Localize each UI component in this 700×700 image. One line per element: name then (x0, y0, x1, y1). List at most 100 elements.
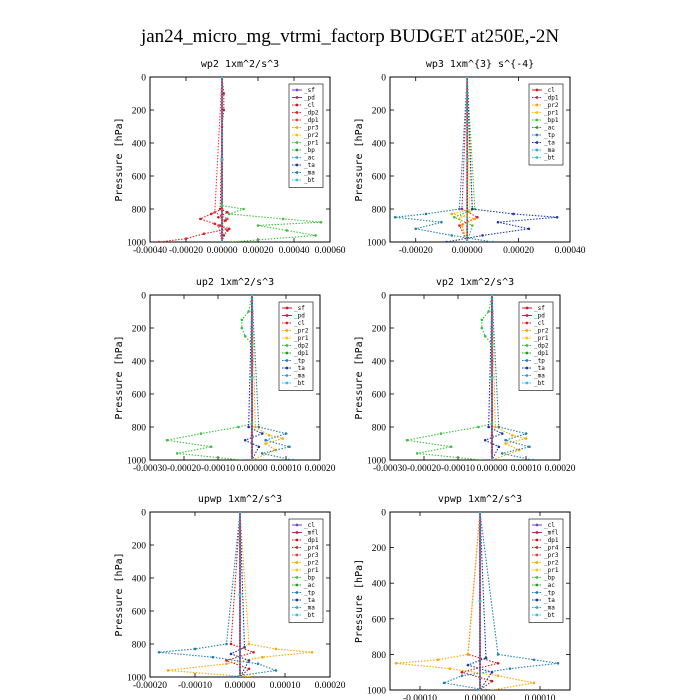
legend-label: _bt (544, 155, 555, 162)
legend-label: _ta (304, 162, 315, 169)
series-point-pr2 (511, 433, 514, 437)
series-point-dp2 (240, 318, 244, 322)
legend-marker (525, 306, 529, 310)
legend-label: _dp2 (534, 343, 549, 350)
series-point-bt (478, 688, 482, 690)
legend-label: _dp1 (304, 537, 319, 544)
legend-label: _pr1 (544, 110, 559, 117)
legend-box (288, 83, 324, 188)
series-point-tp (500, 452, 504, 455)
legend-marker (295, 111, 299, 114)
x-tick-label: 0.00010 (270, 681, 301, 691)
series-point-tp (424, 212, 428, 216)
x-tick-label: 0.00020 (315, 681, 346, 691)
series-group (405, 295, 535, 460)
legend-label: _sf (304, 87, 315, 94)
x-tick-label: 0.00040 (555, 246, 586, 256)
series-point-dp1 (476, 215, 479, 219)
x-tick-label: -0.00030 (373, 464, 407, 474)
legend-label: _tp (294, 358, 305, 365)
x-tick-label: -0.00030 (133, 464, 167, 474)
legend-label: _ta (294, 365, 305, 372)
legend-marker (535, 148, 539, 152)
legend-marker (295, 538, 299, 542)
legend-marker (295, 103, 299, 107)
legend-marker (535, 103, 539, 107)
legend-label: _mfl (544, 530, 559, 537)
series-point-dp2 (477, 425, 480, 429)
series-point-ta (484, 656, 488, 660)
legend-label: _pr3 (304, 552, 319, 559)
legend-label: _pr2 (544, 560, 559, 567)
x-tick-label: -0.00020 (167, 464, 201, 474)
legend-label: _bt (294, 380, 305, 387)
series-point-tp (496, 653, 500, 656)
y-tick-label: 1000 (127, 239, 146, 249)
y-tick-label: 0 (381, 509, 386, 519)
series-point-tp (484, 688, 488, 690)
series-point-tp (497, 425, 501, 429)
legend-label: _pr2 (304, 132, 319, 139)
legend-label: _pd (534, 313, 545, 320)
legend-label: _dp2 (304, 110, 319, 117)
legend-marker (535, 568, 539, 572)
panel-title: vpwp 1xm^2/s^3 (438, 494, 522, 505)
legend-label: _dp1 (294, 350, 309, 357)
series-point-pr2 (496, 674, 500, 678)
series-point-tp (193, 647, 197, 651)
series-line-pr2 (395, 512, 535, 690)
legend-label: _ma (534, 373, 545, 380)
legend-marker (535, 546, 539, 549)
y-tick-label: 600 (372, 391, 387, 401)
legend-marker (295, 141, 299, 144)
y-tick-label: 800 (132, 424, 147, 434)
y-tick-label: 800 (372, 206, 387, 216)
series-line-pr1 (458, 77, 471, 242)
series-point-ta (483, 438, 487, 442)
legend-marker (535, 576, 539, 579)
legend-label: _pr1 (544, 567, 559, 574)
series-point-ta (247, 659, 251, 662)
series-point-dp1 (252, 650, 255, 654)
series-line-tp (395, 77, 493, 242)
legend-label: _pr1 (294, 335, 309, 342)
legend-marker (295, 531, 299, 534)
series-group (157, 77, 323, 242)
legend-marker (535, 538, 539, 542)
legend-label: _ac (304, 155, 315, 162)
series-line-ta (446, 77, 558, 242)
legend-marker (535, 133, 539, 137)
series-point-cl (217, 215, 220, 219)
series-point-pr2 (225, 662, 228, 666)
x-tick-label: 0.00060 (315, 246, 346, 256)
legend-marker (535, 96, 539, 99)
plot-frame (389, 76, 571, 243)
legend-label: _cl (534, 320, 545, 327)
legend-label: _bt (304, 177, 315, 184)
legend-marker (285, 336, 289, 340)
series-point-pr1 (229, 240, 233, 242)
legend-label: _tp (544, 132, 555, 139)
series-group (157, 512, 314, 677)
series-point-bt (238, 675, 242, 677)
series-point-dp2 (480, 326, 484, 330)
x-tick-label: 0.00000 (225, 681, 256, 691)
series-point-ta (243, 438, 247, 442)
legend-marker (525, 366, 529, 370)
series-point-dp2 (480, 458, 484, 460)
legend-box (288, 518, 324, 623)
plot-frame (149, 294, 321, 461)
series-point-cl (226, 229, 229, 232)
series-point-tp (414, 227, 418, 231)
legend-label: _pr1 (304, 567, 319, 574)
legend-label: _mfl (304, 530, 319, 537)
y-tick-label: 400 (132, 358, 147, 368)
y-tick-label: 1000 (127, 457, 146, 467)
series-point-dp2 (199, 217, 202, 221)
series-point-ta (527, 227, 531, 231)
series-point-dp2 (250, 422, 254, 426)
series-point-bt (465, 158, 469, 161)
legend-box (528, 518, 564, 623)
series-point-ta (496, 220, 500, 224)
series-point-tp (225, 642, 228, 646)
